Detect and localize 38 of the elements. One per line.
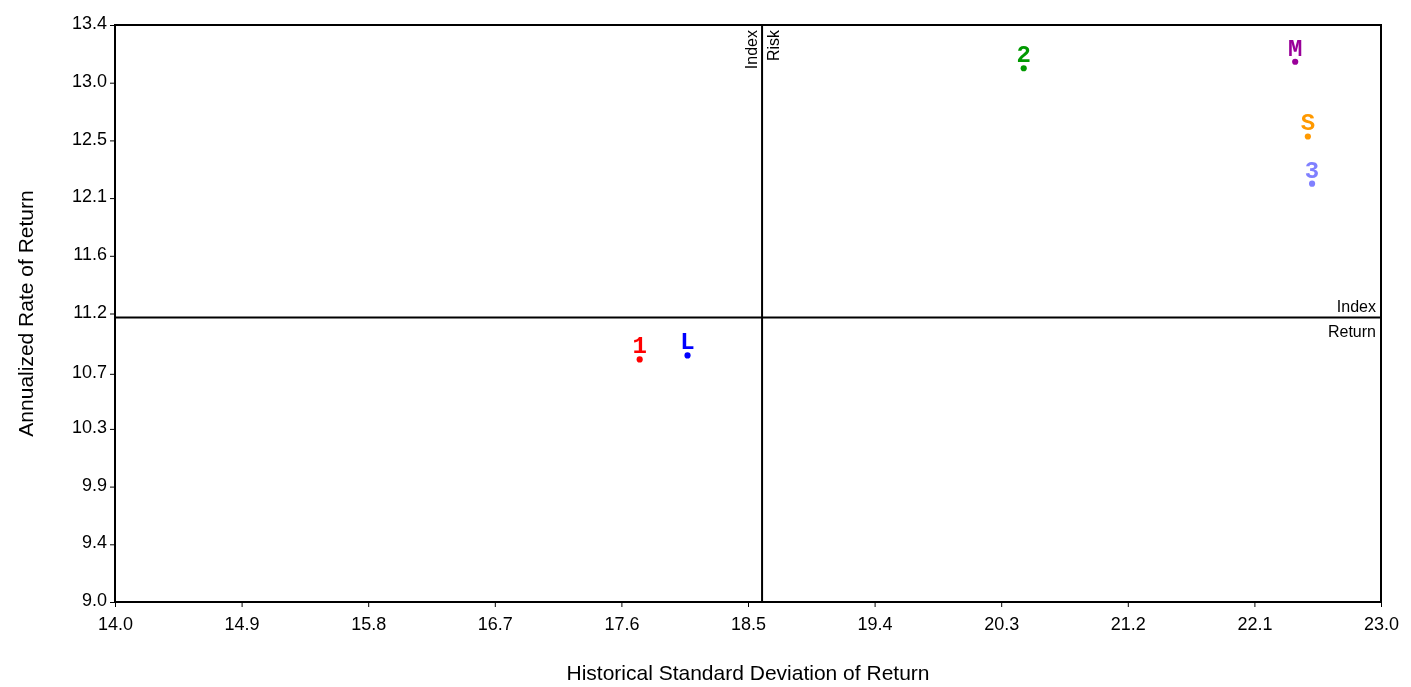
series-label: M — [1287, 35, 1303, 63]
x-tick-label: 14.9 — [224, 613, 260, 634]
y-tick-label: 11.2 — [73, 301, 107, 322]
ref-line-label: Index Risk — [743, 29, 783, 70]
x-tick-label: 20.3 — [984, 613, 1020, 634]
x-tick-label: 15.8 — [351, 613, 387, 634]
y-tick-label: 9.4 — [81, 532, 107, 553]
x-tick-label: 18.5 — [730, 613, 767, 634]
ref-line-label: Index Return — [1327, 298, 1376, 341]
y-tick-label: 12.1 — [71, 186, 107, 207]
y-tick-label: 12.5 — [71, 128, 107, 149]
y-tick-label: 9.0 — [81, 590, 107, 611]
series-label: L — [680, 329, 695, 357]
point — [1292, 58, 1299, 65]
point — [1304, 133, 1311, 140]
y-tick-label: 13.4 — [71, 13, 107, 34]
point — [684, 352, 691, 359]
y-tick-label: 9.9 — [81, 474, 107, 495]
x-tick-label: 22.1 — [1237, 613, 1273, 634]
y-axis-title: Annualized Rate of Return — [14, 190, 37, 437]
series-label: S — [1300, 110, 1316, 138]
point — [1020, 65, 1027, 72]
x-tick-label: 21.2 — [1110, 613, 1146, 634]
x-tick-label: 19.4 — [857, 613, 893, 634]
y-tick-label: 11.6 — [73, 243, 107, 264]
y-tick-label: 10.3 — [71, 417, 107, 437]
point — [636, 356, 643, 363]
x-tick-label: 17.6 — [604, 613, 640, 634]
y-tick-label: 13.0 — [71, 70, 107, 91]
point — [1308, 180, 1316, 187]
x-tick-label: 23.0 — [1363, 613, 1400, 634]
series-label: 3 — [1304, 157, 1320, 185]
x-tick-label: 14.0 — [97, 613, 134, 634]
x-axis-title: Historical Standard Deviation of Return — [566, 661, 930, 684]
series-label: 2 — [1016, 42, 1031, 70]
y-tick-label: 10.7 — [71, 361, 107, 382]
series-label: 1 — [632, 333, 647, 361]
x-tick-label: 16.7 — [477, 613, 513, 634]
